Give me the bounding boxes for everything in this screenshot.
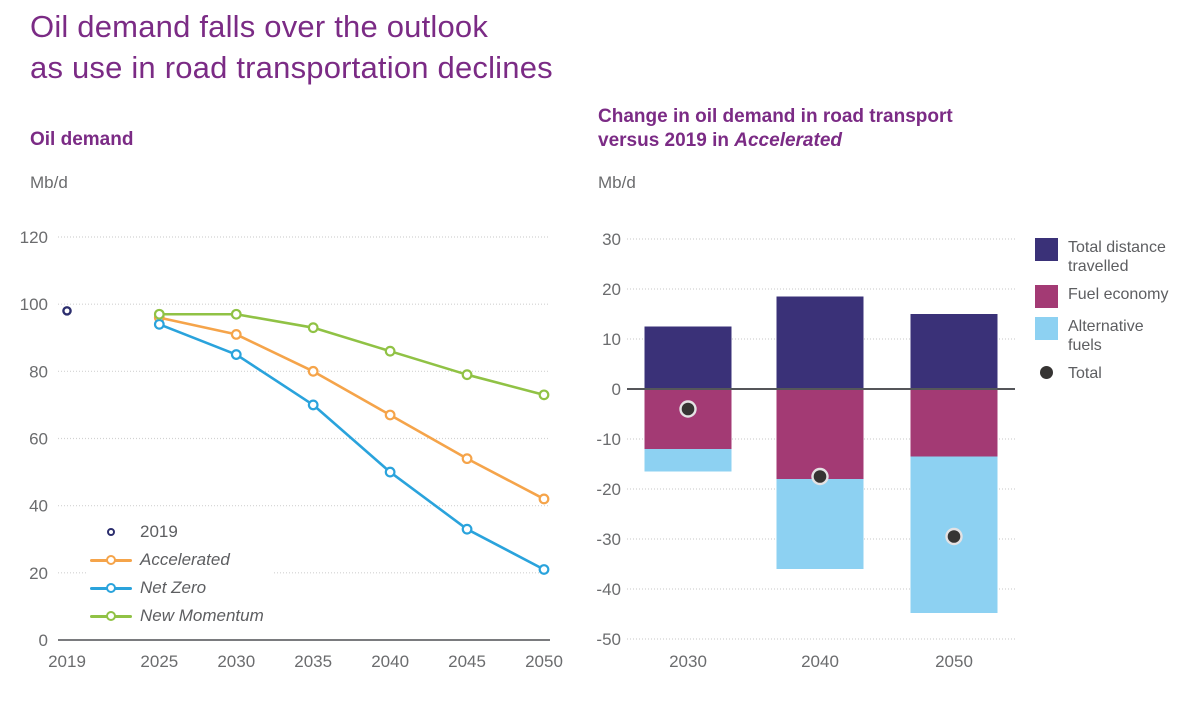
svg-text:30: 30 bbox=[602, 230, 621, 249]
page-title: Oil demand falls over the outlook as use … bbox=[30, 6, 553, 88]
svg-text:2030: 2030 bbox=[669, 652, 707, 671]
svg-text:2050: 2050 bbox=[935, 652, 973, 671]
svg-text:20: 20 bbox=[29, 564, 48, 583]
legend-2019-label: 2019 bbox=[140, 522, 178, 541]
svg-text:-10: -10 bbox=[596, 430, 621, 449]
svg-text:2040: 2040 bbox=[371, 652, 409, 671]
svg-text:2045: 2045 bbox=[448, 652, 486, 671]
legend-total-distance-swatch-icon bbox=[1035, 238, 1058, 261]
legend-total-label: Total bbox=[1068, 365, 1102, 382]
svg-text:10: 10 bbox=[602, 330, 621, 349]
legend-alternative-fuels-label: Alternative fuels bbox=[1068, 318, 1144, 354]
legend-item-total: Total bbox=[1035, 364, 1185, 383]
legend-item-total-distance: Total distance travelled bbox=[1035, 238, 1185, 276]
svg-text:80: 80 bbox=[29, 362, 48, 381]
legend-item-net-zero: Net Zero bbox=[88, 574, 274, 602]
oil-demand-subtitle: Oil demand bbox=[30, 129, 134, 150]
road-transport-legend: Total distance travelled Fuel economy Al… bbox=[1035, 238, 1185, 392]
svg-text:-50: -50 bbox=[596, 630, 621, 649]
road-transport-subtitle-scenario: Accelerated bbox=[734, 130, 842, 151]
svg-text:-20: -20 bbox=[596, 480, 621, 499]
legend-item-new-momentum: New Momentum bbox=[88, 602, 274, 630]
svg-text:0: 0 bbox=[39, 631, 48, 650]
page-title-line2: as use in road transportation declines bbox=[30, 50, 553, 85]
svg-text:-40: -40 bbox=[596, 580, 621, 599]
svg-text:40: 40 bbox=[29, 497, 48, 516]
oil-demand-unit: Mb/d bbox=[30, 173, 68, 192]
oil-demand-legend: 2019 Accelerated Net Zero New Momentum bbox=[88, 518, 274, 630]
legend-item-alternative-fuels: Alternative fuels bbox=[1035, 317, 1185, 355]
legend-fuel-economy-swatch-icon bbox=[1035, 285, 1058, 308]
legend-item-fuel-economy: Fuel economy bbox=[1035, 285, 1185, 308]
legend-alternative-fuels-swatch-icon bbox=[1035, 317, 1058, 340]
svg-text:60: 60 bbox=[29, 430, 48, 449]
svg-text:2025: 2025 bbox=[140, 652, 178, 671]
legend-net-zero-marker-icon bbox=[90, 583, 132, 593]
legend-accelerated-label: Accelerated bbox=[140, 550, 230, 569]
legend-new-momentum-marker-icon bbox=[90, 611, 132, 621]
svg-text:20: 20 bbox=[602, 280, 621, 299]
legend-item-2019: 2019 bbox=[88, 518, 274, 546]
svg-text:0: 0 bbox=[612, 380, 621, 399]
legend-item-accelerated: Accelerated bbox=[88, 546, 274, 574]
svg-text:-30: -30 bbox=[596, 530, 621, 549]
legend-accelerated-marker-icon bbox=[90, 555, 132, 565]
svg-text:120: 120 bbox=[20, 228, 48, 247]
legend-fuel-economy-label: Fuel economy bbox=[1068, 286, 1169, 303]
svg-text:2030: 2030 bbox=[217, 652, 255, 671]
legend-new-momentum-label: New Momentum bbox=[140, 606, 264, 625]
road-transport-unit: Mb/d bbox=[598, 173, 636, 192]
legend-2019-marker-icon bbox=[107, 528, 115, 536]
legend-total-distance-label: Total distance travelled bbox=[1068, 239, 1166, 275]
legend-total-dot-icon bbox=[1040, 366, 1053, 379]
svg-text:2035: 2035 bbox=[294, 652, 332, 671]
legend-net-zero-label: Net Zero bbox=[140, 578, 207, 597]
svg-text:100: 100 bbox=[20, 295, 48, 314]
road-transport-subtitle: Change in oil demand in road transport ve… bbox=[598, 106, 953, 151]
svg-text:2019: 2019 bbox=[48, 652, 86, 671]
svg-text:2040: 2040 bbox=[801, 652, 839, 671]
svg-text:2050: 2050 bbox=[525, 652, 563, 671]
page-title-line1: Oil demand falls over the outlook bbox=[30, 9, 489, 44]
